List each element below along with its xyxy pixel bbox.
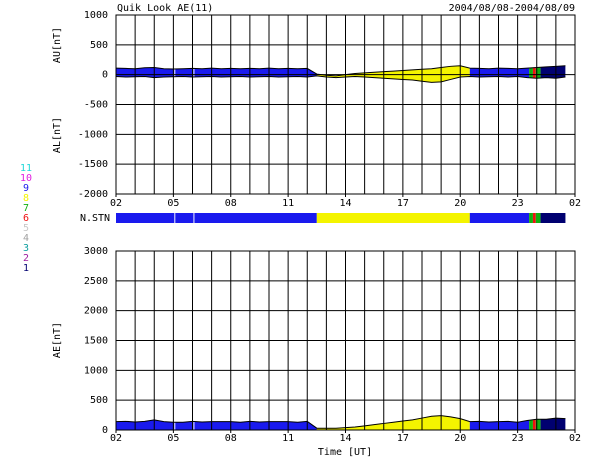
y-tick-label: 1000	[84, 10, 108, 21]
y-tick-label: 2000	[84, 306, 108, 317]
x-tick-label: 17	[397, 198, 409, 209]
date-range: 2004/08/08-2004/08/09	[449, 3, 575, 14]
legend-entry: 1	[23, 263, 29, 274]
data-line	[115, 75, 566, 83]
y-tick-label: 3000	[84, 246, 108, 257]
data-fill	[116, 419, 175, 430]
y-tick-label: 0	[102, 70, 108, 81]
y-tick-label: 2500	[84, 276, 108, 287]
data-line	[115, 415, 566, 429]
x-tick-label: 11	[282, 198, 294, 209]
y-tick-label: 1500	[84, 336, 108, 347]
data-fill	[532, 419, 536, 430]
x-tick-label: 02	[110, 198, 122, 209]
data-fill	[316, 65, 470, 83]
station-segment	[529, 213, 533, 223]
station-segment	[540, 213, 566, 223]
legend-entry: 5	[23, 223, 29, 234]
legend-entry: 3	[23, 243, 29, 254]
y-tick-label: 0	[102, 425, 108, 436]
x-tick-label: 14	[339, 198, 351, 209]
y-tick-label: 1000	[84, 365, 108, 376]
x-tick-label: 17	[397, 433, 409, 444]
y-axis-label: AE[nT]	[52, 322, 63, 358]
legend-entry: 4	[23, 233, 29, 244]
data-fill	[175, 421, 194, 430]
legend-entry: 10	[20, 173, 32, 184]
x-tick-label: 11	[282, 433, 294, 444]
legend-entry: 9	[23, 183, 29, 194]
legend-entry: 11	[20, 163, 32, 174]
legend-entry: 8	[23, 193, 29, 204]
station-segment	[316, 213, 470, 223]
x-tick-label: 20	[454, 198, 466, 209]
station-label: N.STN	[80, 213, 110, 224]
y-tick-label: -2000	[78, 189, 108, 200]
data-fill	[469, 67, 530, 78]
x-tick-label: 05	[167, 198, 179, 209]
legend-entry: 2	[23, 253, 29, 264]
x-tick-label: 08	[225, 198, 237, 209]
data-fill	[316, 415, 470, 430]
y-tick-label: -1500	[78, 159, 108, 170]
y-tick-label: -1000	[78, 129, 108, 140]
x-tick-label: 02	[110, 433, 122, 444]
title: Quik Look AE(11)	[117, 3, 213, 14]
station-segment	[116, 213, 175, 223]
x-tick-label: 14	[339, 433, 351, 444]
data-fill	[194, 421, 317, 430]
station-segment	[175, 213, 194, 223]
x-tick-label: 23	[512, 433, 524, 444]
x-tick-label: 20	[454, 433, 466, 444]
y-tick-label: 500	[90, 395, 108, 406]
y-axis-label: AU[nT]	[52, 27, 63, 63]
station-segment	[532, 213, 536, 223]
legend-entry: 7	[23, 203, 29, 214]
x-tick-label: 02	[569, 433, 581, 444]
data-fill	[529, 67, 533, 79]
y-tick-label: 500	[90, 40, 108, 51]
x-tick-label: 08	[225, 433, 237, 444]
y-axis-label: AL[nT]	[52, 117, 63, 153]
x-tick-label: 05	[167, 433, 179, 444]
station-segment	[469, 213, 530, 223]
data-fill	[469, 420, 530, 430]
x-tick-label: 23	[512, 198, 524, 209]
data-line	[115, 65, 566, 77]
station-segment	[535, 213, 541, 223]
x-tick-label: 02	[569, 198, 581, 209]
data-fill	[540, 418, 566, 430]
x-axis-label: Time [UT]	[318, 447, 372, 458]
legend-entry: 6	[23, 213, 29, 224]
plot-frame	[115, 250, 576, 431]
station-segment	[194, 213, 317, 223]
data-fill	[529, 419, 533, 430]
data-fill	[532, 67, 536, 79]
y-tick-label: -500	[84, 100, 108, 111]
plot-frame	[115, 14, 576, 195]
